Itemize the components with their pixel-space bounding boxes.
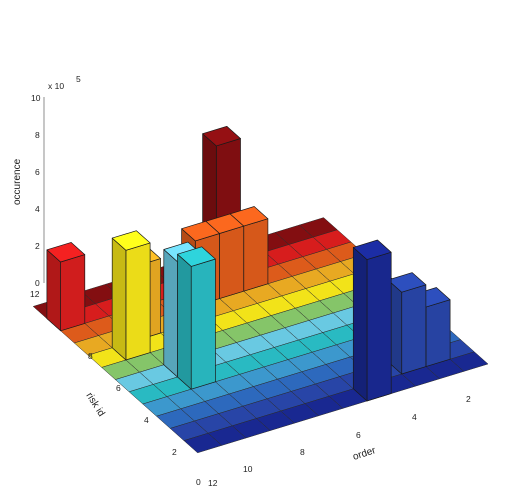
bar-column	[111, 230, 151, 361]
bar-top-face	[202, 125, 241, 147]
bar-top-face	[181, 220, 220, 242]
bar-column	[46, 242, 86, 332]
floor-cell	[183, 432, 223, 454]
z-tick-label: 8	[35, 130, 40, 140]
bar-front-face	[60, 254, 86, 332]
z-tick-label: 0	[35, 278, 40, 288]
bar-front-face	[401, 284, 427, 375]
bar-column	[387, 272, 427, 375]
y-axis-label: risk id	[83, 391, 106, 419]
x-tick-label: 8	[300, 447, 305, 457]
x-tick-label: 4	[412, 412, 417, 422]
bar-top-face	[352, 239, 392, 260]
bar-top-face	[111, 230, 151, 251]
bar-side-face	[111, 237, 127, 361]
bar-column	[177, 246, 216, 390]
bar-side-face	[46, 249, 61, 332]
y-tick-label: 0	[196, 477, 201, 487]
bar-column	[352, 239, 392, 402]
x-axis-label: order	[352, 445, 378, 463]
x-tick-label: 12	[208, 478, 218, 488]
bar-side-face	[163, 249, 178, 378]
z-tick-label: 10	[31, 93, 41, 103]
bar-side-face	[177, 253, 192, 390]
bars	[46, 125, 451, 402]
x-tick-label: 2	[466, 394, 471, 404]
z-axis-label: occurence	[12, 158, 23, 205]
z-tick-label: 2	[35, 241, 40, 251]
bar-top-face	[177, 246, 216, 267]
x-tick-label: 6	[356, 430, 361, 440]
x-tick-label: 10	[243, 464, 253, 474]
bar-front-face	[190, 258, 216, 390]
z-scale-label: x 10	[48, 81, 64, 91]
bar-front-face	[125, 242, 151, 361]
bar-top-face	[46, 242, 86, 263]
bar-front-face	[243, 218, 269, 292]
bar-side-face	[352, 247, 368, 402]
bar-front-face	[219, 225, 245, 299]
y-tick-label: 2	[172, 447, 177, 457]
z-scale-exponent: 5	[76, 74, 81, 84]
y-tick-label: 8	[88, 351, 93, 361]
z-tick-label: 4	[35, 204, 40, 214]
bar-front-face	[366, 251, 392, 402]
bar-front-face	[425, 299, 451, 367]
y-tick-label: 6	[116, 383, 121, 393]
y-tick-label: 12	[30, 289, 40, 299]
y-tick-label: 4	[144, 415, 149, 425]
z-tick-label: 6	[35, 167, 40, 177]
